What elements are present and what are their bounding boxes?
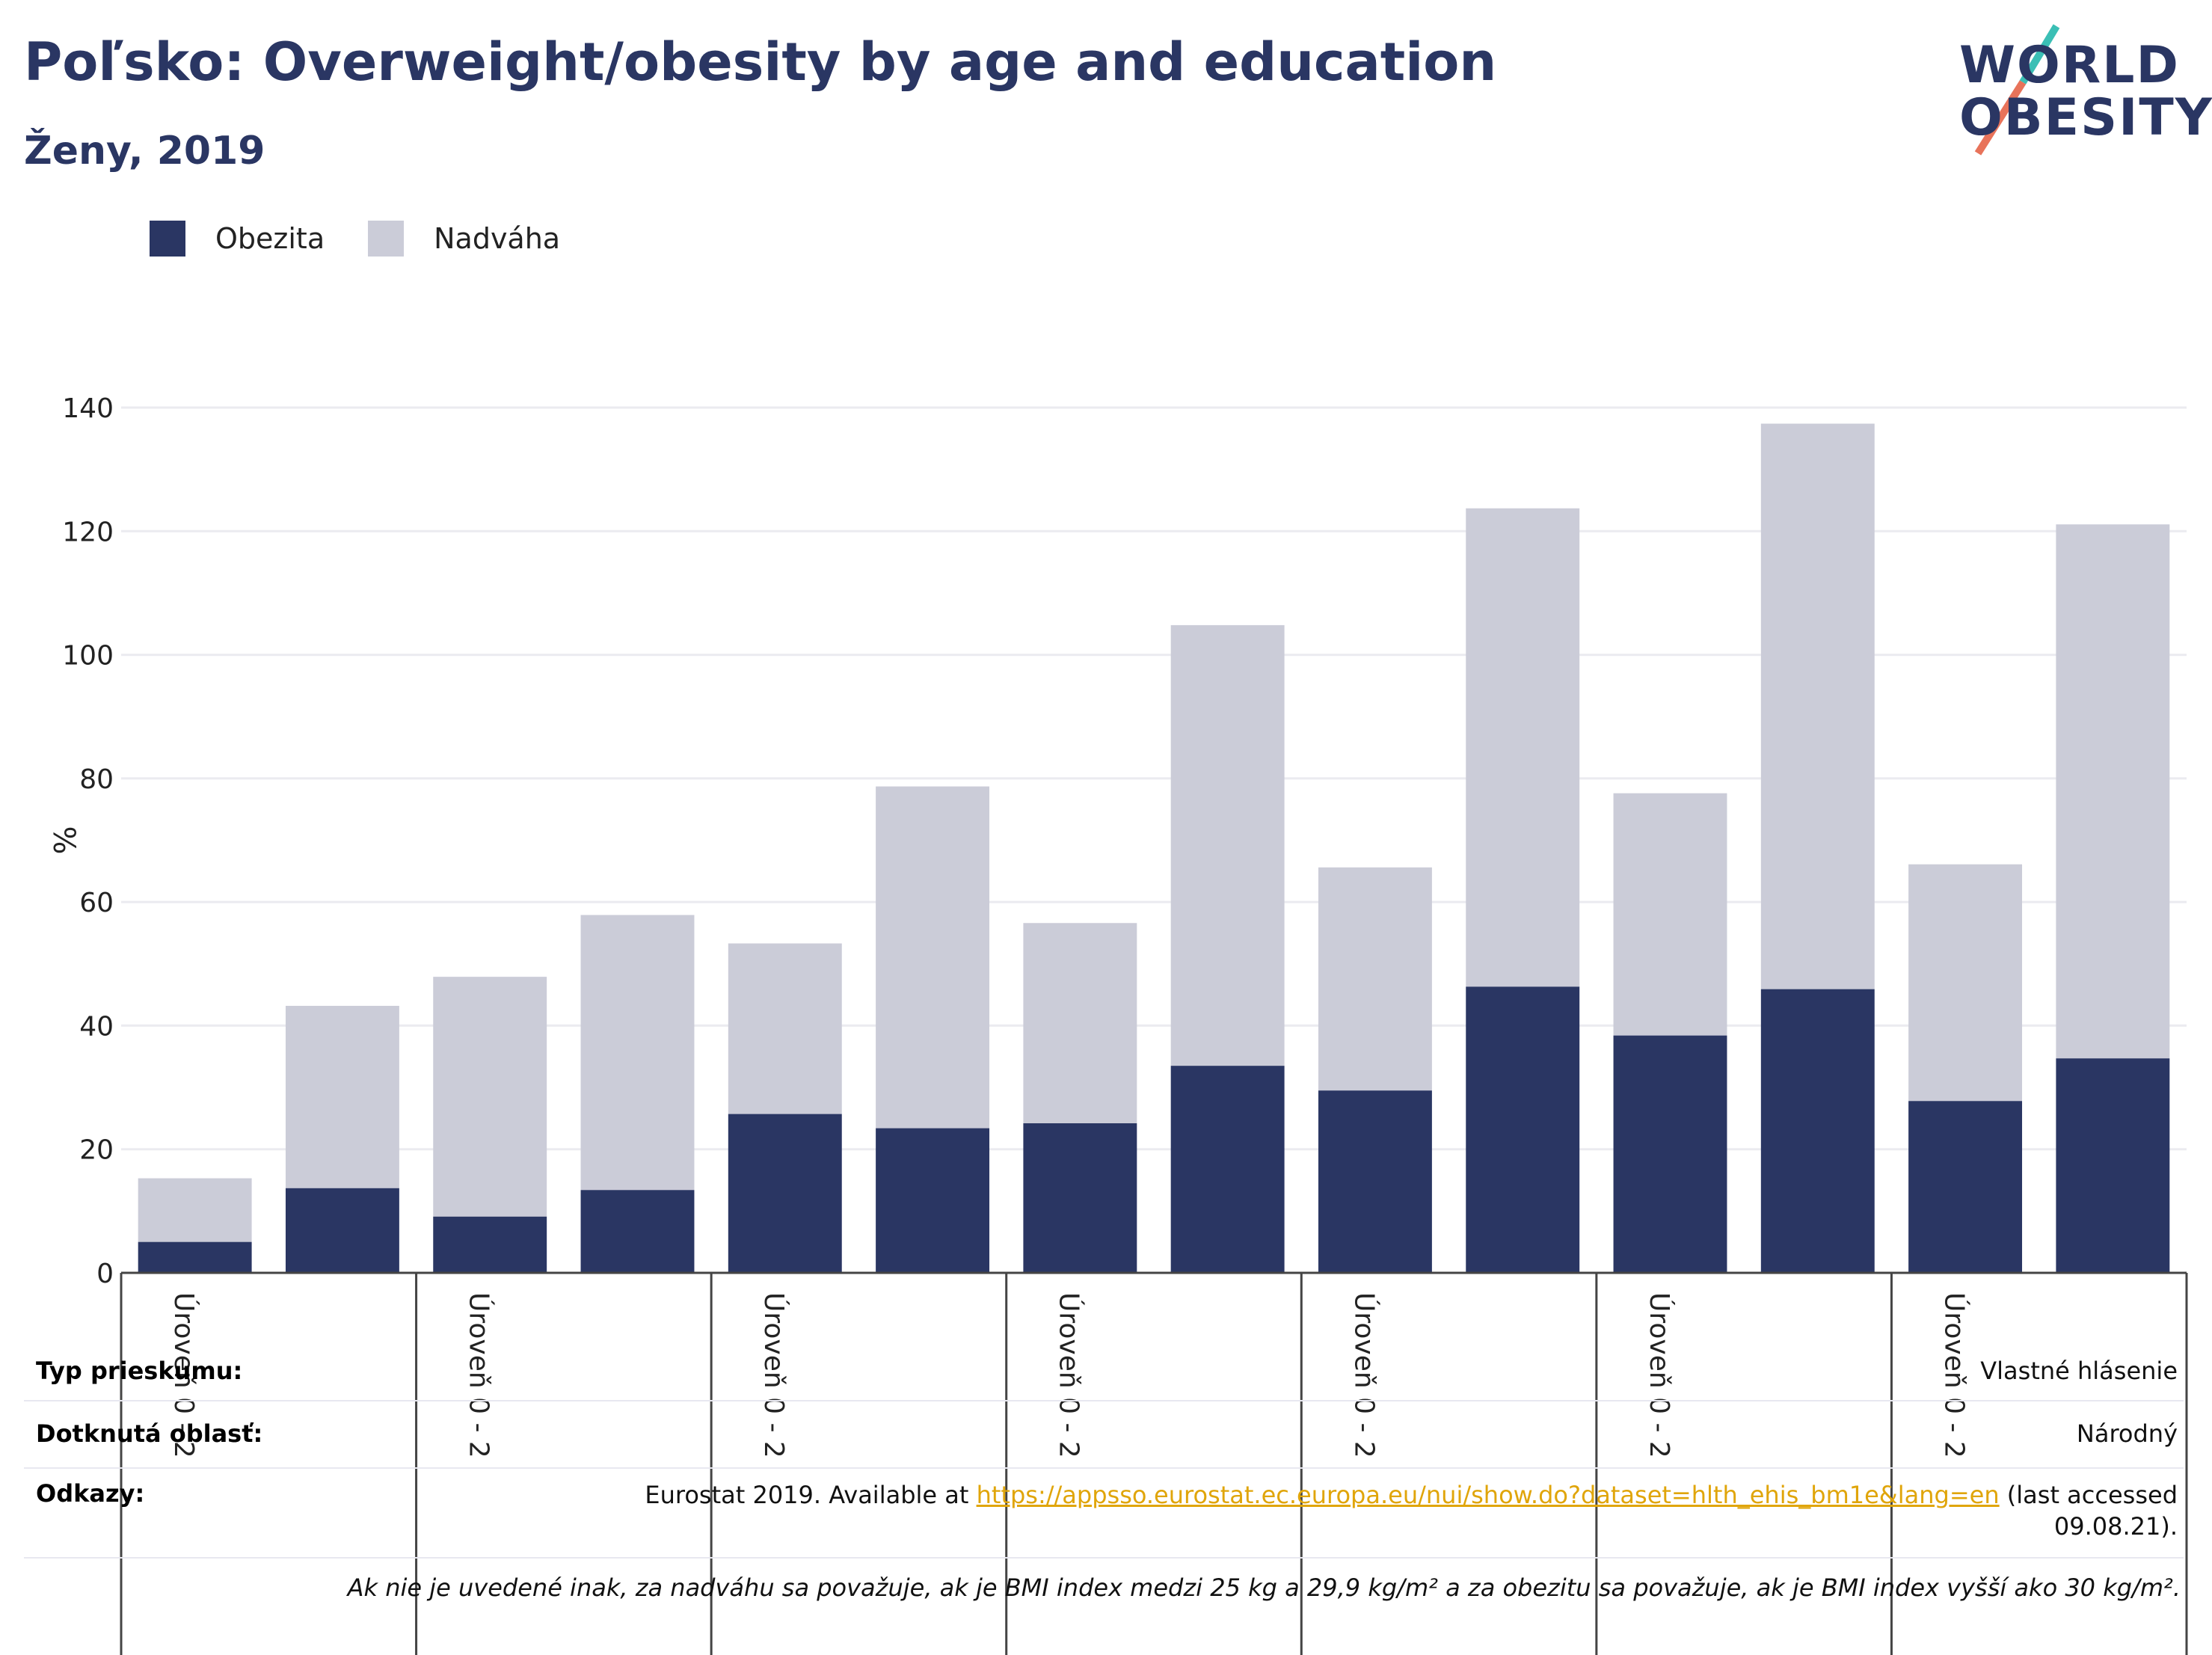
bar-obesity: [1908, 1101, 2023, 1273]
info-row-area: Dotknutá oblasť: Národný: [24, 1401, 2184, 1469]
bar-overweight: [1613, 793, 1727, 1036]
info-row-survey: Typ prieskumu: Vlastné hlásenie: [24, 1346, 2184, 1401]
y-tick-label: 100: [62, 641, 114, 672]
logo-text-world: WORLD: [1959, 36, 2180, 95]
bar-obesity: [1318, 1090, 1432, 1273]
legend-swatch-obesity: [150, 221, 185, 257]
bar-obesity: [285, 1188, 399, 1273]
survey-type-value: Vlastné hlásenie: [1980, 1357, 2178, 1385]
y-tick-label: 0: [96, 1259, 114, 1289]
bar-obesity: [1466, 986, 1580, 1273]
chart-title: Poľsko: Overweight/obesity by age and ed…: [24, 31, 1497, 93]
bar-obesity: [1760, 989, 1875, 1273]
references-text: Eurostat 2019. Available at: [645, 1481, 977, 1509]
legend-swatch-overweight: [368, 221, 405, 257]
x-group-label: Úroveň 0 - 2: [1054, 1292, 1085, 1458]
bar-obesity: [1023, 1123, 1137, 1273]
bar-overweight: [285, 1005, 399, 1188]
x-group-label: Úroveň 0 - 2: [168, 1292, 200, 1458]
bar-overweight: [1760, 423, 1875, 989]
bar-overweight: [1908, 864, 2023, 1102]
bar-obesity: [138, 1241, 252, 1273]
bar-obesity: [2056, 1058, 2170, 1273]
x-group-label: Úroveň 0 - 2: [1938, 1292, 1970, 1458]
area-value: Národný: [2076, 1419, 2178, 1448]
logo-slash-icon: [1974, 24, 2060, 156]
x-group-label: Úroveň 0 - 2: [758, 1292, 790, 1458]
bar-overweight: [580, 915, 695, 1191]
bar-overweight: [1318, 867, 1432, 1091]
y-axis-label: %: [46, 826, 81, 854]
y-tick-label: 60: [79, 888, 114, 918]
y-tick-label: 120: [62, 517, 114, 547]
legend-label-overweight: Nadváha: [434, 222, 561, 255]
bar-overweight: [2056, 524, 2170, 1059]
bar-overweight: [728, 943, 842, 1114]
legend-label-obesity: Obezita: [215, 222, 325, 255]
bar-overweight: [138, 1178, 252, 1242]
bar-obesity: [433, 1216, 547, 1273]
legend-item-obesity[interactable]: Obezita: [150, 221, 325, 257]
y-tick-label: 20: [79, 1135, 114, 1166]
references-text-after: (last accessed: [1999, 1481, 2178, 1509]
legend-item-overweight[interactable]: Nadváha: [368, 221, 560, 257]
info-row-references: Odkazy: Eurostat 2019. Available at http…: [24, 1469, 2184, 1559]
bar-obesity: [580, 1190, 695, 1273]
bar-overweight: [433, 977, 547, 1217]
y-tick-label: 80: [79, 764, 114, 795]
x-group-label: Úroveň 0 - 2: [464, 1292, 495, 1458]
references-value: Eurostat 2019. Available at https://apps…: [645, 1479, 2178, 1542]
references-date: 09.08.21).: [2053, 1512, 2178, 1541]
references-label: Odkazy:: [36, 1479, 145, 1508]
bar-overweight: [1023, 923, 1137, 1124]
bmi-note: Ak nie je uvedené inak, za nadváhu sa po…: [347, 1573, 2181, 1602]
logo-text-obesity: OBESITY: [1959, 88, 2212, 147]
bar-obesity: [1613, 1035, 1727, 1273]
y-tick-label: 140: [62, 393, 114, 424]
area-label: Dotknutá oblasť:: [36, 1419, 263, 1448]
bar-obesity: [728, 1114, 842, 1273]
chart-legend: Obezita Nadváha: [150, 221, 603, 257]
x-group-label: Úroveň 0 - 2: [1644, 1292, 1675, 1458]
y-tick-label: 40: [79, 1011, 114, 1042]
chart-subtitle: Ženy, 2019: [24, 129, 265, 174]
bar-overweight: [1170, 624, 1285, 1066]
bar-obesity: [1170, 1066, 1285, 1273]
bar-overweight: [1466, 508, 1580, 987]
bar-overweight: [876, 786, 990, 1129]
x-group-label: Úroveň 0 - 2: [1348, 1292, 1380, 1458]
world-obesity-logo: WORLD OBESITY: [1944, 22, 2212, 161]
bar-obesity: [876, 1128, 990, 1273]
survey-type-label: Typ prieskumu:: [36, 1357, 243, 1385]
references-link[interactable]: https://appsso.eurostat.ec.europa.eu/nui…: [976, 1481, 2000, 1509]
